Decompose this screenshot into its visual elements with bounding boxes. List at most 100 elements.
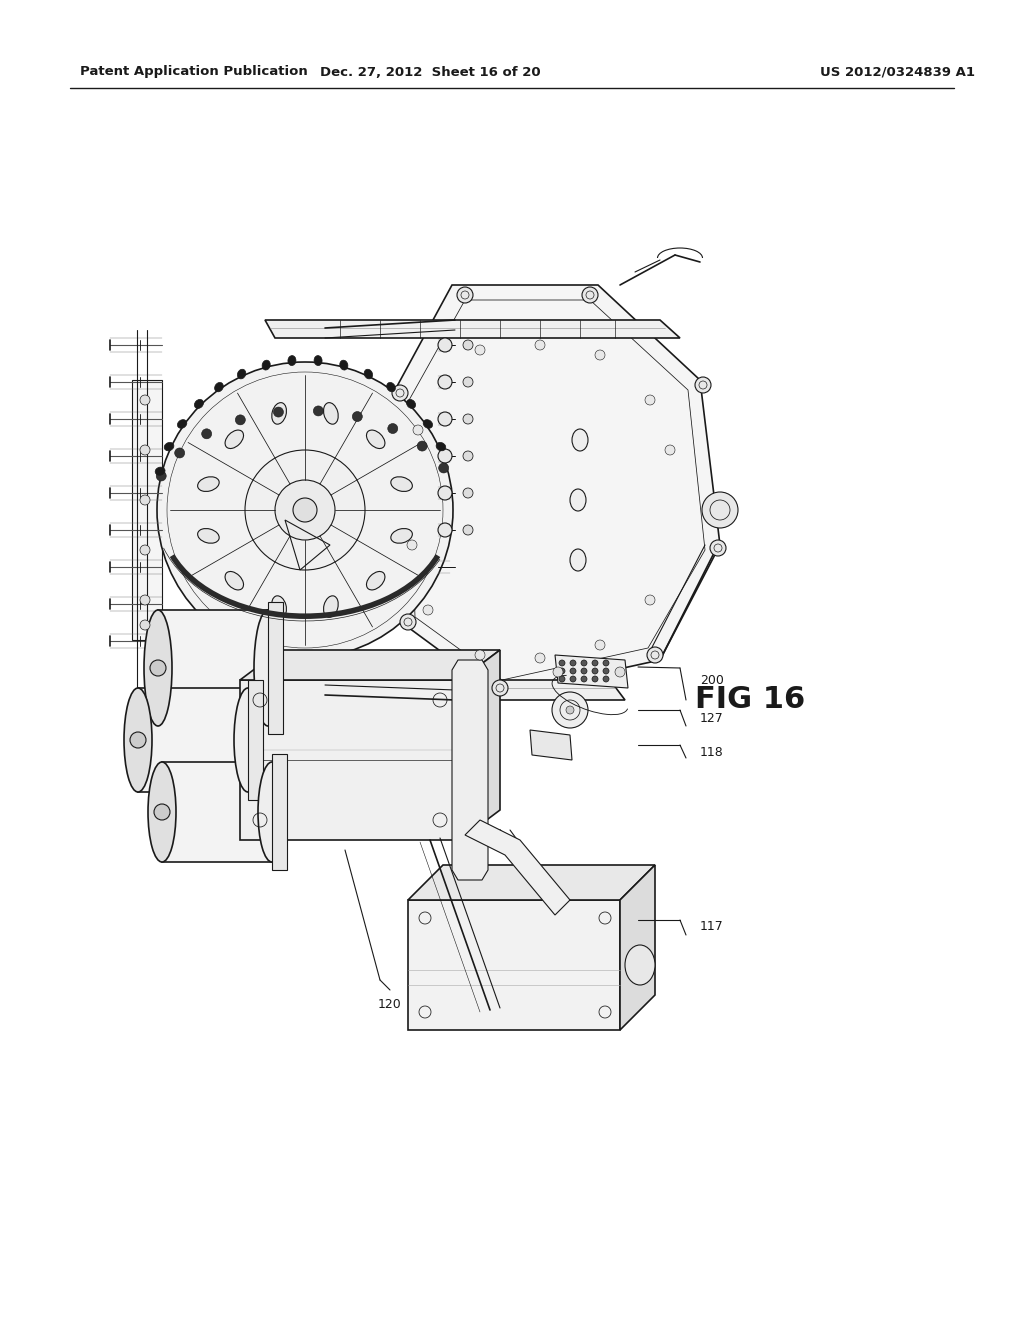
- Circle shape: [592, 668, 598, 675]
- Circle shape: [157, 362, 453, 657]
- Polygon shape: [620, 865, 655, 1030]
- Ellipse shape: [572, 429, 588, 451]
- Ellipse shape: [570, 488, 586, 511]
- Circle shape: [463, 414, 473, 424]
- Ellipse shape: [195, 400, 204, 408]
- Circle shape: [535, 341, 545, 350]
- Circle shape: [313, 407, 324, 416]
- Circle shape: [695, 378, 711, 393]
- Ellipse shape: [367, 430, 385, 449]
- Circle shape: [157, 471, 166, 480]
- Circle shape: [603, 668, 609, 675]
- Circle shape: [352, 412, 362, 421]
- Circle shape: [438, 412, 452, 426]
- Circle shape: [245, 450, 365, 570]
- Ellipse shape: [148, 762, 176, 862]
- Polygon shape: [138, 688, 248, 792]
- Circle shape: [566, 706, 574, 714]
- Circle shape: [293, 498, 317, 521]
- Ellipse shape: [225, 430, 244, 449]
- Circle shape: [570, 676, 575, 682]
- Ellipse shape: [164, 442, 174, 451]
- Ellipse shape: [407, 400, 416, 408]
- Text: Patent Application Publication: Patent Application Publication: [80, 66, 308, 78]
- Circle shape: [581, 668, 587, 675]
- Ellipse shape: [570, 549, 586, 572]
- Circle shape: [559, 676, 565, 682]
- Polygon shape: [158, 610, 268, 726]
- Ellipse shape: [340, 360, 348, 370]
- Ellipse shape: [365, 370, 373, 379]
- Circle shape: [582, 286, 598, 304]
- Polygon shape: [408, 900, 620, 1030]
- Circle shape: [615, 667, 625, 677]
- Polygon shape: [285, 680, 625, 700]
- Text: Dec. 27, 2012  Sheet 16 of 20: Dec. 27, 2012 Sheet 16 of 20: [319, 66, 541, 78]
- Circle shape: [392, 385, 408, 401]
- Circle shape: [407, 540, 417, 550]
- Ellipse shape: [324, 403, 338, 424]
- Ellipse shape: [314, 355, 323, 366]
- Ellipse shape: [391, 477, 413, 491]
- Polygon shape: [452, 660, 488, 880]
- Circle shape: [570, 660, 575, 667]
- Polygon shape: [240, 680, 460, 840]
- Ellipse shape: [324, 595, 338, 618]
- Polygon shape: [240, 649, 500, 680]
- Circle shape: [553, 667, 563, 677]
- Circle shape: [702, 492, 738, 528]
- Circle shape: [140, 395, 150, 405]
- Circle shape: [438, 338, 452, 352]
- Circle shape: [665, 445, 675, 455]
- Text: 120: 120: [378, 998, 401, 1011]
- Circle shape: [595, 640, 605, 649]
- Ellipse shape: [391, 528, 413, 544]
- Ellipse shape: [225, 572, 244, 590]
- Ellipse shape: [124, 688, 152, 792]
- Circle shape: [592, 676, 598, 682]
- Polygon shape: [132, 380, 162, 640]
- Polygon shape: [408, 865, 655, 900]
- Text: 127: 127: [700, 711, 724, 725]
- Polygon shape: [272, 754, 287, 870]
- Circle shape: [130, 733, 146, 748]
- Circle shape: [388, 424, 397, 433]
- Text: US 2012/0324839 A1: US 2012/0324839 A1: [820, 66, 975, 78]
- Circle shape: [438, 375, 452, 389]
- Circle shape: [645, 395, 655, 405]
- Ellipse shape: [258, 762, 286, 862]
- Circle shape: [175, 447, 184, 458]
- Circle shape: [710, 540, 726, 556]
- Text: 200: 200: [700, 673, 724, 686]
- Polygon shape: [265, 319, 680, 338]
- Polygon shape: [555, 655, 628, 688]
- Ellipse shape: [423, 420, 432, 428]
- Circle shape: [603, 660, 609, 667]
- Ellipse shape: [177, 420, 186, 428]
- Circle shape: [457, 286, 473, 304]
- Circle shape: [581, 660, 587, 667]
- Circle shape: [438, 486, 452, 500]
- Circle shape: [492, 680, 508, 696]
- Polygon shape: [465, 820, 570, 915]
- Circle shape: [438, 463, 449, 473]
- Circle shape: [559, 668, 565, 675]
- Ellipse shape: [144, 610, 172, 726]
- Circle shape: [417, 441, 427, 451]
- Ellipse shape: [156, 467, 165, 475]
- Ellipse shape: [288, 355, 296, 366]
- Circle shape: [581, 676, 587, 682]
- Circle shape: [475, 345, 485, 355]
- Ellipse shape: [254, 610, 282, 726]
- Circle shape: [535, 653, 545, 663]
- Polygon shape: [268, 602, 283, 734]
- Circle shape: [475, 649, 485, 660]
- Circle shape: [438, 449, 452, 463]
- Ellipse shape: [271, 403, 287, 424]
- Circle shape: [463, 341, 473, 350]
- Circle shape: [140, 545, 150, 554]
- Ellipse shape: [436, 442, 445, 451]
- Circle shape: [413, 425, 423, 436]
- Circle shape: [400, 614, 416, 630]
- Circle shape: [603, 676, 609, 682]
